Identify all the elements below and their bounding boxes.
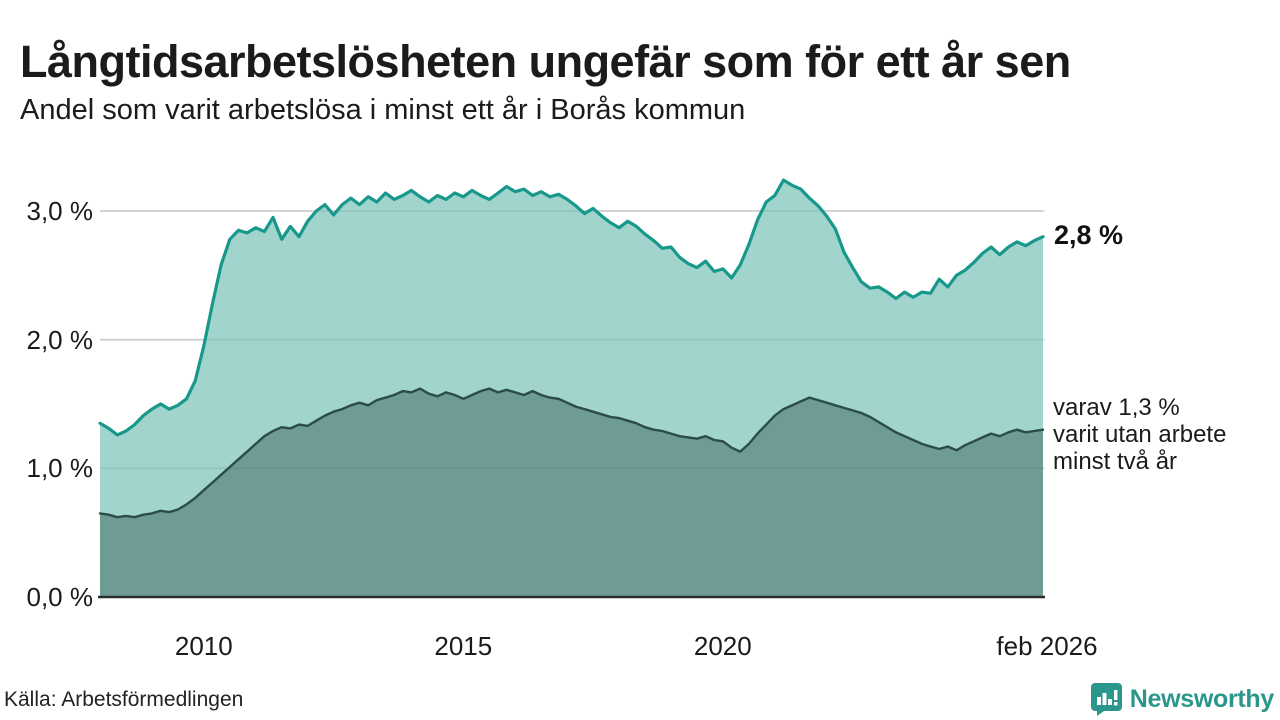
annotation-line: varit utan arbete <box>1053 420 1227 448</box>
newsworthy-wordmark: Newsworthy <box>1129 685 1275 713</box>
y-axis-tick-label: 1,0 % <box>26 453 94 484</box>
y-axis-tick-label: 2,0 % <box>26 324 94 355</box>
annotation-line: minst två år <box>1053 447 1178 475</box>
y-axis-tick-label: 0,0 % <box>26 582 94 612</box>
x-axis-tick-label: feb 2026 <box>996 631 1098 661</box>
newsworthy-brand-link[interactable]: Newsworthy <box>1090 683 1275 716</box>
series-end-annotation: varav 1,3 % varit utan arbete minst två … <box>1053 394 1226 475</box>
y-axis-tick-label: 3,0 % <box>26 195 94 226</box>
page-subtitle: Andel som varit arbetslösa i minst ett å… <box>20 94 746 126</box>
source-attribution: Källa: Arbetsförmedlingen <box>4 688 244 711</box>
series-end-value-label: 2,8 % <box>1054 219 1124 250</box>
newsworthy-logo-icon <box>1090 683 1122 716</box>
x-axis-tick-label: 2010 <box>174 631 233 661</box>
x-axis-tick-label: 2015 <box>434 631 493 661</box>
x-axis-tick-label: 2020 <box>693 631 752 661</box>
page-title: Långtidsarbetslösheten ungefär som för e… <box>20 36 1071 88</box>
annotation-line: varav 1,3 % <box>1053 393 1180 421</box>
